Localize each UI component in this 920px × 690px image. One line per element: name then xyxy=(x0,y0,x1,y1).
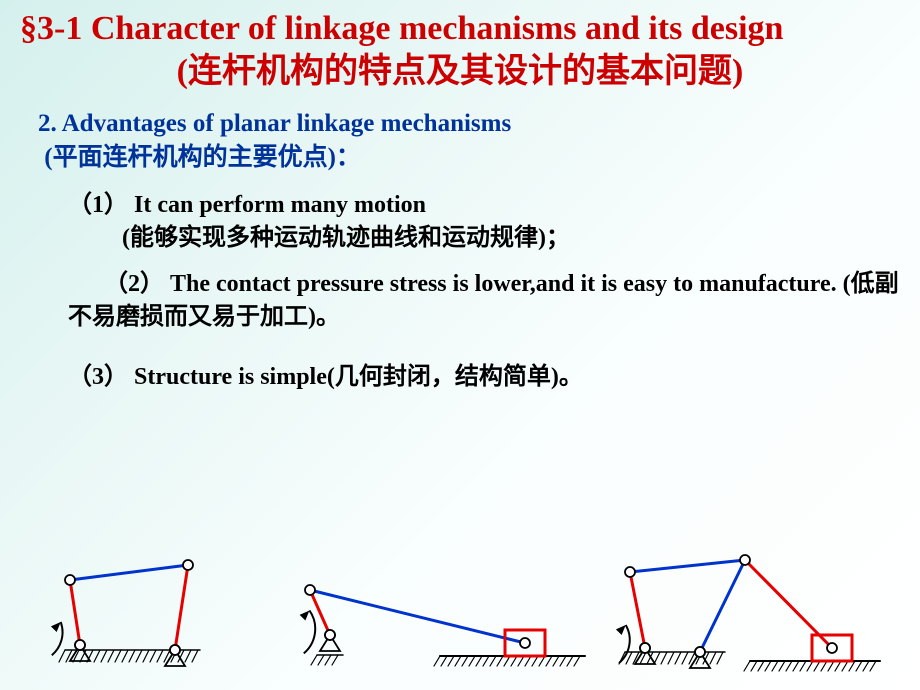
item3-zh: (几何封闭，结构简单)。 xyxy=(327,364,583,390)
slide-title: §3-1 Character of linkage mechanisms and… xyxy=(20,8,900,93)
advantage-item-2: （2） The contact pressure stress is lower… xyxy=(20,268,900,335)
item3-en: Structure is simple xyxy=(134,364,327,390)
slide: §3-1 Character of linkage mechanisms and… xyxy=(0,0,920,690)
item1-en: It can perform many motion xyxy=(134,192,426,218)
subhead-num: 2. xyxy=(38,110,57,137)
title-en: §3-1 Character of linkage mechanisms and… xyxy=(20,10,783,47)
title-zh: (连杆机构的特点及其设计的基本问题) xyxy=(20,51,900,94)
advantages-list: （1） It can perform many motion (能够实现多种运动… xyxy=(68,189,900,395)
section-heading: 2. Advantages of planar linkage mechanis… xyxy=(38,107,900,175)
item1-num: （1） xyxy=(68,192,128,218)
advantage-item-3: （3） Structure is simple(几何封闭，结构简单)。 xyxy=(68,361,900,395)
subhead-en: Advantages of planar linkage mechanisms xyxy=(62,110,512,137)
item2-num: （2） xyxy=(104,271,164,297)
item2-en: The contact pressure stress is lower,and… xyxy=(170,271,837,297)
subhead-zh: (平面连杆机构的主要优点)： xyxy=(44,144,361,171)
item3-num: （3） xyxy=(68,364,128,390)
advantage-item-1: （1） It can perform many motion (能够实现多种运动… xyxy=(68,189,900,256)
item1-zh: (能够实现多种运动轨迹曲线和运动规律)； xyxy=(122,225,570,251)
linkage-diagrams xyxy=(0,520,920,680)
diagrams-svg xyxy=(0,520,920,680)
